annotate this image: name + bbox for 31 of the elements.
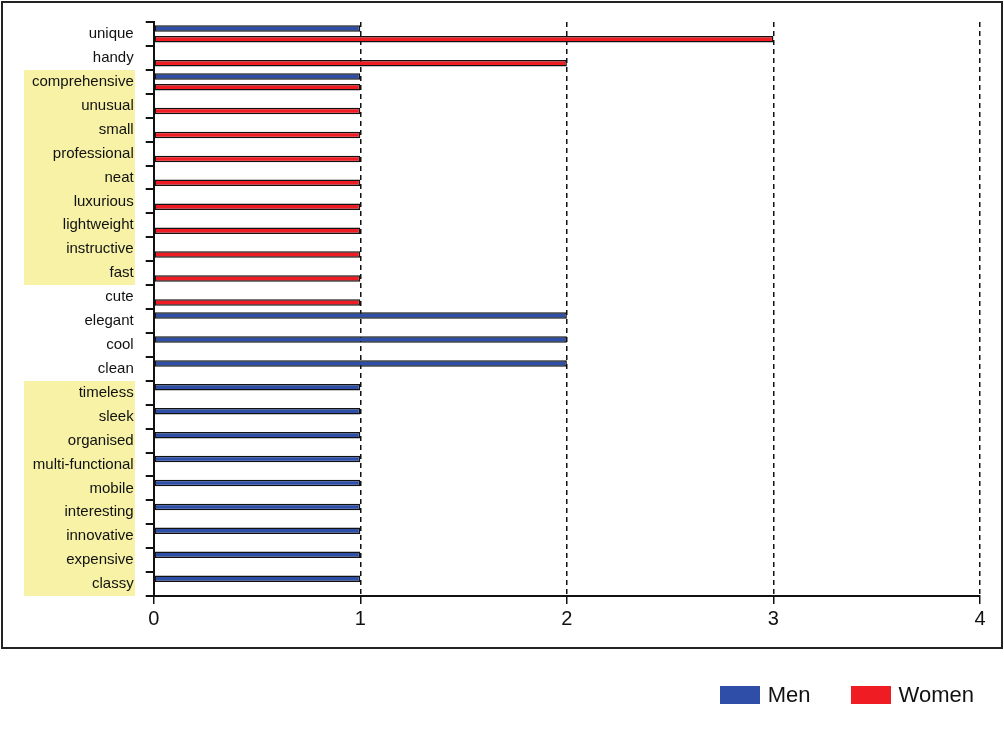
y-tick-label: cool <box>106 335 134 353</box>
y-tick-label: small <box>98 119 134 137</box>
legend-label: Women <box>898 682 974 708</box>
y-tick-label: luxurious <box>73 191 134 209</box>
y-tick-label: neat <box>104 167 135 185</box>
y-tick-label: unusual <box>81 95 134 113</box>
y-tick-label: instructive <box>66 239 134 257</box>
x-tick-label: 1 <box>354 606 366 629</box>
x-tick-label: 2 <box>561 606 573 629</box>
y-tick-label: professional <box>52 143 134 161</box>
x-tick-label: 4 <box>974 606 986 629</box>
y-tick-label: clean <box>97 358 134 376</box>
legend-label: Men <box>767 682 811 708</box>
x-tick-label: 3 <box>767 606 779 629</box>
y-tick-label: handy <box>92 48 135 66</box>
y-tick-label: elegant <box>84 311 135 329</box>
y-tick-label: timeless <box>78 382 134 400</box>
y-tick-label: unique <box>88 24 134 42</box>
y-tick-label: fast <box>109 263 135 281</box>
y-tick-label: interesting <box>64 502 134 520</box>
y-tick-label: cute <box>105 287 134 305</box>
y-tick-label: lightweight <box>62 215 135 233</box>
y-tick-label: classy <box>92 574 135 592</box>
y-tick-label: multi-functional <box>32 454 134 472</box>
x-tick-label: 0 <box>148 606 160 629</box>
y-tick-label: expensive <box>66 550 134 568</box>
y-tick-label: innovative <box>66 526 134 544</box>
y-tick-label: mobile <box>89 478 134 496</box>
y-tick-label: organised <box>67 430 134 448</box>
y-tick-label: sleek <box>98 406 135 424</box>
y-tick-label: comprehensive <box>32 71 134 89</box>
